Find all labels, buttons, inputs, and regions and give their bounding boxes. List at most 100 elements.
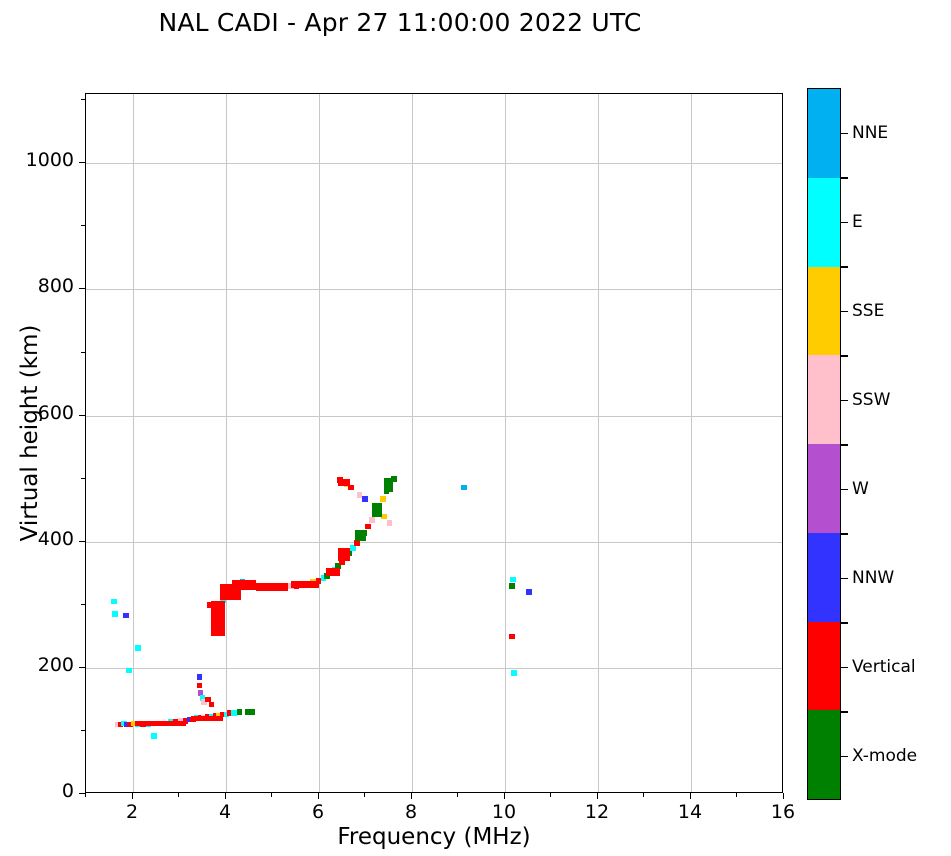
colorbar-label-e: E xyxy=(852,211,863,232)
colorbar-boundary-tick xyxy=(841,533,848,535)
x-axis-minor-tick xyxy=(178,793,179,797)
colorbar-tick xyxy=(841,666,848,668)
echo-mark xyxy=(186,716,193,723)
y-axis-minor-tick xyxy=(81,99,85,100)
grid-lines xyxy=(86,94,782,792)
x-axis-tick xyxy=(504,793,505,799)
y-axis-tick-label: 600 xyxy=(37,402,74,424)
colorbar-label-nne: NNE xyxy=(852,122,889,143)
x-axis-tick-label: 6 xyxy=(311,801,325,823)
colorbar-segment-nnw xyxy=(808,532,840,622)
echo-mark xyxy=(335,562,341,569)
y-axis-tick-labels: 0 200 400 600 800 1000 xyxy=(0,0,74,856)
x-axis-tick-label: 14 xyxy=(677,801,703,823)
echo-mark xyxy=(197,690,204,696)
y-axis-minor-tick xyxy=(81,604,85,605)
echo-mark xyxy=(338,548,351,561)
echo-mark xyxy=(365,523,371,530)
echo-mark xyxy=(126,721,133,728)
y-axis-minor-tick xyxy=(81,352,85,353)
colorbar-tick xyxy=(841,488,848,490)
x-axis-minor-tick xyxy=(364,793,365,797)
echo-mark xyxy=(348,484,355,491)
gridline-vertical xyxy=(598,94,599,792)
echo-mark xyxy=(354,540,360,546)
echo-mark xyxy=(117,721,124,728)
echo-mark xyxy=(509,633,516,640)
x-axis-label: Frequency (MHz) xyxy=(337,824,531,850)
echo-mark xyxy=(151,733,157,739)
echo-mark xyxy=(368,517,375,524)
colorbar-tick xyxy=(841,399,848,401)
gridline-horizontal xyxy=(86,289,782,290)
echo-mark xyxy=(391,475,397,482)
echo-mark xyxy=(208,701,215,708)
azimuth-colorbar xyxy=(807,88,841,800)
echo-mark xyxy=(511,670,517,676)
y-axis-minor-tick xyxy=(81,730,85,731)
echo-mark xyxy=(236,709,243,715)
gridline-horizontal xyxy=(86,416,782,417)
y-axis-label: Virtual height (km) xyxy=(17,324,43,542)
x-axis-tick xyxy=(318,793,319,799)
gridline-vertical xyxy=(691,94,692,792)
x-axis-tick xyxy=(132,793,133,799)
x-axis-tick xyxy=(597,793,598,799)
colorbar-label-w: W xyxy=(852,478,869,499)
y-axis-minor-tick xyxy=(81,225,85,226)
echo-mark xyxy=(315,578,322,584)
echo-mark xyxy=(206,601,213,608)
echo-mark xyxy=(182,718,189,724)
y-axis-tick xyxy=(79,288,85,289)
echo-mark xyxy=(112,611,118,618)
echo-mark xyxy=(526,589,532,596)
echo-mark xyxy=(201,699,207,705)
echo-mark xyxy=(355,529,366,542)
y-axis-tick-label: 200 xyxy=(37,654,74,676)
echo-mark xyxy=(371,503,382,518)
colorbar-label-x-mode: X-mode xyxy=(852,745,918,766)
y-axis-tick-label: 400 xyxy=(37,528,74,550)
echo-mark xyxy=(114,721,121,728)
echo-mark xyxy=(126,667,132,674)
echo-mark xyxy=(245,709,251,715)
colorbar-boundary-tick xyxy=(841,711,848,713)
echo-mark xyxy=(135,644,141,651)
chart-title: NAL CADI - Apr 27 11:00:00 2022 UTC xyxy=(158,8,642,37)
y-axis-minor-tick xyxy=(81,478,85,479)
echo-mark xyxy=(338,478,351,487)
x-axis-tick-label: 12 xyxy=(584,801,610,823)
gridline-vertical xyxy=(133,94,134,792)
x-axis-tick xyxy=(783,793,784,799)
x-axis-minor-tick xyxy=(550,793,551,797)
colorbar-tick xyxy=(841,755,848,757)
echo-mark xyxy=(356,492,363,498)
colorbar-segment-sse xyxy=(808,266,840,356)
colorbar-tick xyxy=(841,577,848,579)
echo-mark xyxy=(380,496,386,502)
echo-mark xyxy=(381,513,387,520)
echo-mark xyxy=(231,710,237,717)
y-axis-tick-label: 1000 xyxy=(25,149,74,171)
x-axis-tick xyxy=(411,793,412,799)
colorbar-label-vertical: Vertical xyxy=(852,656,916,677)
colorbar-boundary-tick xyxy=(841,266,848,268)
colorbar-label-nnw: NNW xyxy=(852,567,895,588)
gridline-vertical xyxy=(505,94,506,792)
echo-mark xyxy=(205,696,211,703)
echo-mark xyxy=(130,720,137,727)
x-axis-minor-tick xyxy=(85,793,86,797)
gridline-horizontal xyxy=(86,163,782,164)
x-axis-tick xyxy=(690,793,691,799)
x-axis-tick-label: 4 xyxy=(218,801,232,823)
echo-mark xyxy=(255,583,289,591)
colorbar-tick-labels: NNE E SSE SSW W NNW Vertical X-mode xyxy=(841,88,951,800)
echo-mark xyxy=(212,712,219,719)
echo-mark xyxy=(510,576,516,583)
echo-mark xyxy=(121,720,127,727)
y-axis-tick xyxy=(79,415,85,416)
x-axis-tick-label: 8 xyxy=(404,801,418,823)
echo-mark xyxy=(227,710,234,717)
echo-mark xyxy=(196,673,203,680)
echo-mark xyxy=(362,496,368,502)
